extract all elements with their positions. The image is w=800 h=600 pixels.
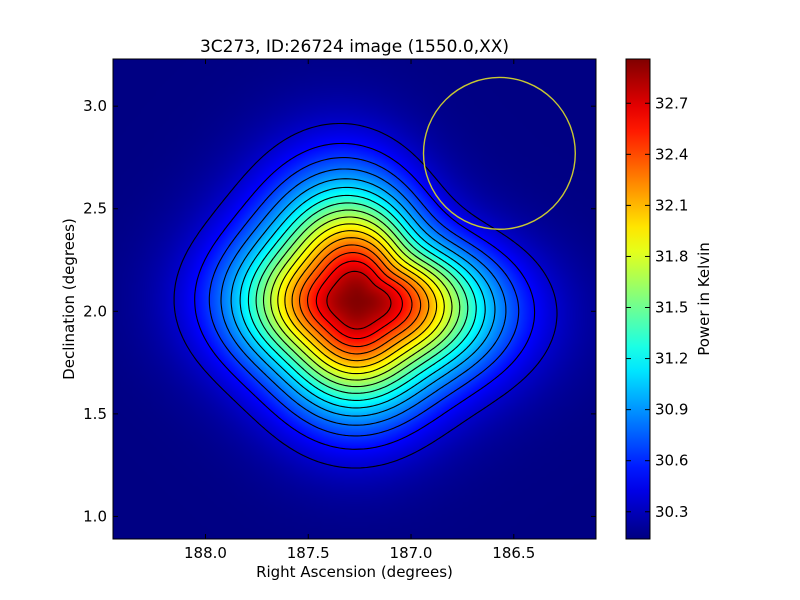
x-tick-label: 186.5 [492, 544, 535, 562]
colorbar-label: Power in Kelvin [695, 242, 713, 356]
contour-level-3 [220, 168, 507, 426]
colorbar-tick-label: 30.3 [655, 503, 688, 521]
y-axis-ticks: 1.0 1.5 2.0 2.5 3.0 [83, 97, 596, 525]
colorbar-tick-label: 31.8 [655, 247, 688, 265]
plot-frame [112, 58, 597, 540]
colorbar-tick-label: 32.7 [655, 94, 688, 112]
x-axis-ticks: 188.0 187.5 187.0 186.5 [184, 59, 535, 562]
contour-level-15 [315, 260, 403, 340]
contour-level-2 [208, 157, 520, 437]
contour-level-10 [277, 223, 445, 375]
contour-level-6 [247, 194, 477, 401]
beam-circle [422, 76, 576, 230]
y-axis-label: Declination (degrees) [60, 218, 78, 380]
colorbar-ticks: 30.3 30.6 30.9 31.2 31.5 31.8 32.1 32.4 32.7 [626, 94, 688, 521]
chart-title: 3C273, ID:26724 image (1550.0,XX) [200, 37, 509, 57]
y-tick-label: 2.0 [83, 302, 107, 320]
contour-level-13 [298, 244, 422, 355]
y-tick-label: 2.5 [83, 200, 107, 218]
x-tick-label: 187.5 [287, 544, 330, 562]
x-tick-label: 188.0 [184, 544, 227, 562]
colorbar-tick-label: 32.4 [655, 145, 688, 163]
contour-level-5 [239, 186, 486, 409]
contour-level-14 [306, 252, 413, 348]
plot-area [113, 59, 596, 539]
contour-level-1 [194, 142, 536, 450]
contour-level-9 [270, 216, 453, 381]
colorbar-tick-label: 32.1 [655, 196, 688, 214]
heatmap-image [113, 59, 596, 539]
y-tick-label: 3.0 [83, 97, 107, 115]
contour-level-11 [284, 230, 438, 368]
contour-level-4 [230, 178, 496, 417]
colorbar-tick-label: 31.5 [655, 299, 688, 317]
contour-level-16 [326, 270, 392, 330]
x-tick-label: 187.0 [390, 544, 433, 562]
colorbar [625, 58, 651, 540]
colorbar-tick-label: 30.9 [655, 401, 688, 419]
x-axis-label: Right Ascension (degrees) [256, 563, 453, 581]
y-tick-label: 1.0 [83, 507, 107, 525]
contour-level-7 [255, 202, 469, 394]
colorbar-tick-label: 30.6 [655, 452, 688, 470]
contour-level-8 [262, 209, 461, 388]
y-tick-label: 1.5 [83, 405, 107, 423]
contour-level-12 [291, 237, 430, 362]
contour-level-0 [173, 122, 558, 469]
contour-lines [173, 122, 558, 469]
colorbar-tick-label: 31.2 [655, 350, 688, 368]
